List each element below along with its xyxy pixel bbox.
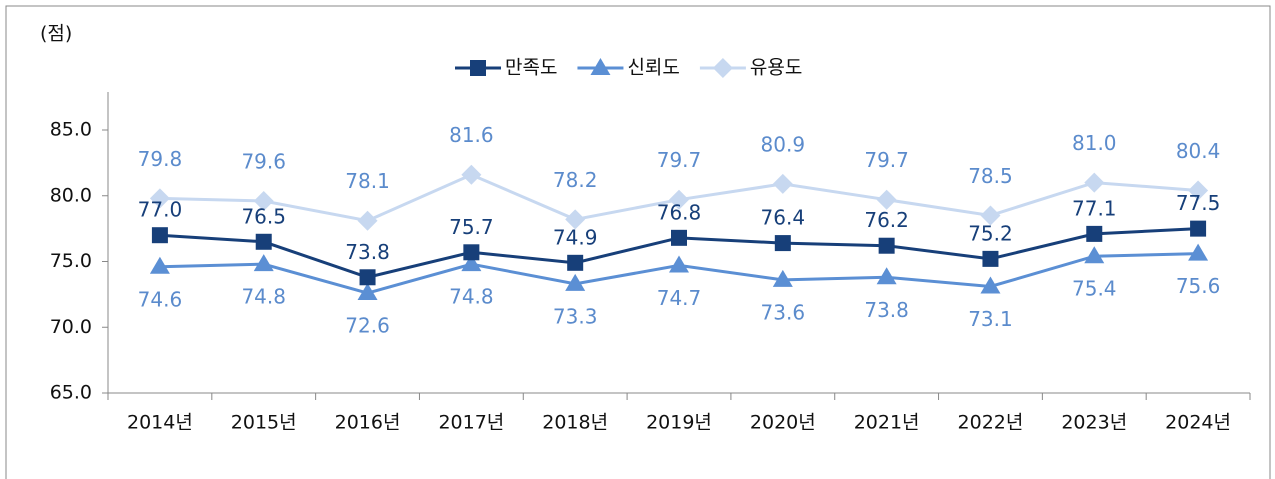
x-tick-label: 2024년 [1165, 412, 1231, 434]
legend-label: 신뢰도 [627, 57, 679, 79]
data-label: 81.0 [1072, 131, 1117, 155]
marker [1084, 246, 1105, 264]
data-label: 73.3 [553, 304, 598, 328]
marker [1190, 220, 1207, 237]
data-label: 79.7 [657, 148, 702, 172]
data-label: 79.7 [864, 148, 909, 172]
marker [461, 164, 482, 185]
data-label: 73.6 [761, 300, 806, 324]
data-label: 80.9 [761, 132, 806, 156]
marker [982, 250, 999, 267]
data-label: 75.2 [968, 221, 1013, 245]
data-label: 78.1 [345, 169, 390, 193]
marker [1086, 225, 1103, 242]
data-label: 77.5 [1176, 191, 1221, 215]
x-tick-label: 2023년 [1061, 412, 1127, 434]
data-label: 78.2 [553, 168, 598, 192]
y-tick-label: 65.0 [50, 382, 92, 404]
x-tick-label: 2016년 [335, 412, 401, 434]
data-label: 79.8 [138, 147, 183, 171]
data-label: 75.4 [1072, 277, 1117, 301]
x-tick-label: 2020년 [750, 412, 816, 434]
marker [253, 254, 274, 272]
marker [565, 273, 586, 291]
x-tick-label: 2014년 [127, 412, 193, 434]
data-label: 74.9 [553, 225, 598, 249]
marker [151, 227, 168, 244]
data-label: 74.8 [241, 285, 286, 309]
legend-marker [590, 58, 611, 75]
marker [669, 255, 689, 273]
data-label: 77.1 [1072, 196, 1117, 220]
data-label: 80.4 [1176, 139, 1221, 163]
legend-label: 유용도 [750, 57, 802, 79]
x-tick-label: 2019년 [646, 412, 712, 434]
y-tick-label: 70.0 [50, 316, 92, 338]
marker [357, 210, 378, 231]
marker [878, 237, 895, 254]
y-unit-label: (점) [40, 23, 72, 45]
marker [772, 269, 793, 287]
data-label: 73.8 [345, 240, 390, 264]
marker [463, 244, 480, 261]
data-label: 73.8 [864, 298, 909, 322]
data-label: 81.6 [449, 123, 494, 147]
data-label: 76.5 [241, 204, 286, 228]
marker [1188, 180, 1209, 201]
marker [671, 229, 687, 246]
data-label: 74.7 [657, 286, 702, 310]
x-tick-label: 2022년 [958, 412, 1024, 434]
data-label: 74.8 [449, 285, 494, 309]
y-tick-label: 85.0 [50, 119, 92, 141]
data-label: 76.4 [761, 206, 806, 230]
marker [253, 191, 274, 212]
marker [461, 254, 482, 272]
data-label: 73.1 [968, 307, 1013, 331]
data-label: 72.6 [345, 314, 390, 338]
data-label: 77.0 [138, 198, 183, 222]
marker [876, 189, 897, 210]
legend-label: 만족도 [505, 57, 557, 79]
marker [149, 256, 170, 274]
marker [255, 233, 272, 250]
marker [357, 283, 378, 301]
marker [1188, 243, 1209, 261]
x-tick-label: 2015년 [231, 412, 297, 434]
x-tick-label: 2021년 [854, 412, 920, 434]
marker [565, 209, 586, 230]
x-tick-label: 2018년 [542, 412, 608, 434]
marker [567, 254, 584, 271]
data-label: 76.8 [657, 200, 702, 224]
data-label: 79.6 [241, 150, 286, 174]
marker [359, 269, 376, 286]
legend-marker [712, 58, 733, 78]
data-label: 75.6 [1176, 274, 1221, 298]
data-label: 75.7 [449, 215, 494, 239]
marker [149, 188, 170, 209]
y-tick-label: 80.0 [50, 184, 92, 206]
marker [876, 267, 897, 285]
marker [669, 189, 689, 210]
y-tick-label: 75.0 [50, 250, 92, 272]
legend-marker [470, 60, 486, 76]
data-label: 78.5 [968, 164, 1013, 188]
marker [980, 205, 1001, 226]
marker [1084, 172, 1105, 193]
data-label: 74.6 [138, 287, 183, 311]
frame [5, 5, 1271, 479]
marker [774, 235, 791, 252]
marker [772, 173, 793, 194]
data-label: 76.2 [864, 208, 909, 232]
marker [980, 276, 1001, 294]
x-tick-label: 2017년 [438, 412, 504, 434]
